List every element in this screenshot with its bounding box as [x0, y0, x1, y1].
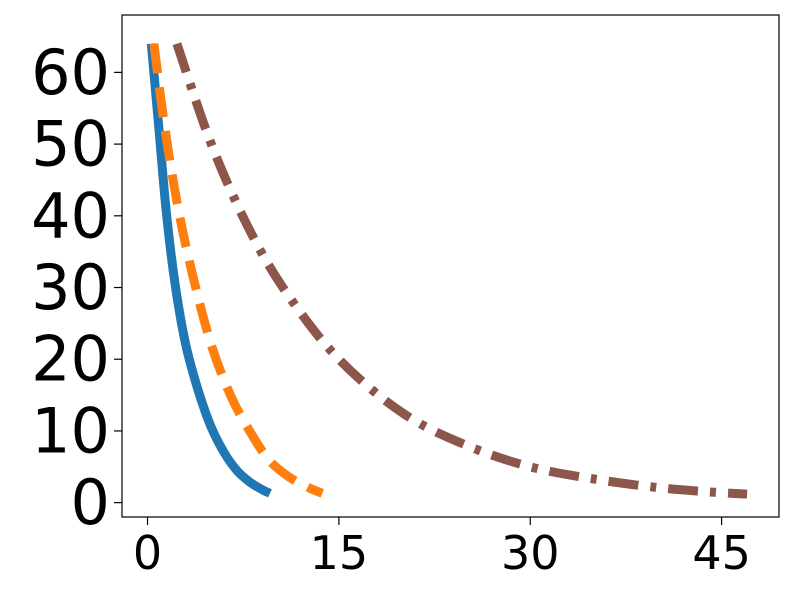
y-tick-label: 40	[31, 179, 110, 252]
plot-frame	[121, 14, 780, 518]
series-layer	[146, 42, 748, 499]
x-tick-label: 0	[133, 526, 162, 580]
series-line-1	[146, 43, 272, 498]
y-tick-label: 20	[31, 323, 110, 396]
x-tick-label: 30	[501, 526, 560, 580]
y-tick-label: 30	[31, 251, 110, 324]
series-line-2	[149, 43, 324, 498]
y-tick-label: 60	[31, 36, 110, 109]
series-line-3	[172, 42, 748, 499]
x-tick-label: 45	[692, 526, 751, 580]
x-tick-label: 15	[310, 526, 369, 580]
plot-area	[122, 15, 779, 517]
y-tick-label: 50	[31, 108, 110, 181]
y-tick-label: 10	[31, 394, 110, 467]
y-tick-label: 0	[71, 466, 110, 539]
